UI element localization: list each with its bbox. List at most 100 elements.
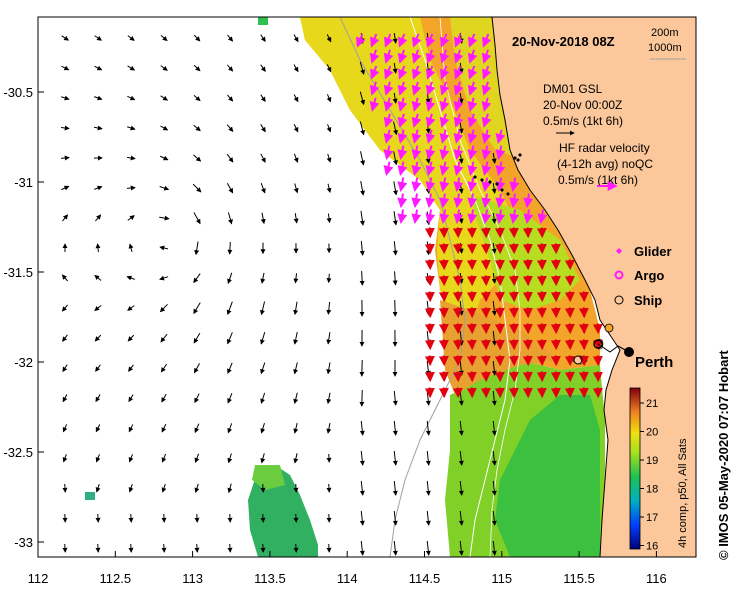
- hf-avg: (4-12h avg) noQC: [557, 157, 653, 171]
- model-arrow: [260, 153, 266, 163]
- hf-arrow: [411, 129, 422, 144]
- hf-arrow: [481, 193, 492, 209]
- y-tick-label: -33: [14, 535, 33, 550]
- hf-arrow: [523, 193, 534, 209]
- model-arrow: [260, 124, 266, 133]
- model-arrow: [293, 183, 299, 194]
- model-arrow: [192, 183, 202, 193]
- model-arrow: [61, 95, 70, 101]
- model-arrow: [326, 213, 332, 224]
- sst-speck-2: [258, 17, 268, 25]
- hf-arrow: [509, 193, 520, 209]
- model-arrow: [293, 213, 299, 224]
- ship-legend-label: Ship: [634, 293, 662, 308]
- model-arrow: [159, 275, 169, 281]
- model-arrow: [227, 423, 233, 434]
- model-arrow: [458, 540, 464, 556]
- hf-arrow: [411, 49, 422, 64]
- model-arrow: [227, 272, 233, 284]
- hf-arrow: [383, 129, 394, 144]
- hf-arrow: [397, 161, 408, 176]
- model-arrow: [326, 483, 332, 493]
- colorbar-label: 4h comp, p50, All Sats: [677, 438, 689, 548]
- hf-arrow: [481, 209, 492, 225]
- hf-arrow: [425, 49, 436, 64]
- model-arrow: [326, 64, 332, 73]
- model-arrow: [95, 243, 101, 253]
- model-arrow: [93, 125, 103, 131]
- model-arrow: [359, 91, 366, 106]
- hf-arrow: [439, 145, 450, 160]
- dm01-time: 20-Nov 00:00Z: [543, 98, 622, 112]
- hf-arrow: [411, 97, 422, 112]
- model-arrow: [260, 362, 266, 375]
- model-arrow: [94, 274, 102, 281]
- model-arrow: [260, 34, 266, 42]
- hf-arrow: [411, 209, 422, 225]
- model-arrow: [392, 390, 398, 406]
- model-arrow: [491, 540, 497, 556]
- hf-arrow: [412, 65, 422, 80]
- model-arrow: [128, 543, 134, 553]
- hf-arrow: [468, 33, 478, 48]
- model-arrow: [293, 543, 299, 553]
- model-arrow: [127, 35, 135, 41]
- hf-arrow: [383, 49, 394, 64]
- model-arrow: [160, 65, 168, 71]
- model-arrow: [458, 510, 464, 526]
- model-arrow: [95, 543, 101, 553]
- contour-key-1000m: 1000m: [648, 42, 682, 54]
- model-arrow: [61, 35, 70, 41]
- model-arrow: [159, 155, 169, 161]
- hf-arrow: [425, 129, 436, 144]
- model-arrow: [62, 334, 68, 342]
- hf-arrow: [426, 65, 436, 80]
- model-arrow: [193, 64, 201, 72]
- hf-arrow: [481, 161, 492, 176]
- hf-arrow: [397, 145, 408, 160]
- model-arrow: [127, 305, 135, 311]
- model-arrow: [95, 513, 101, 523]
- hf-arrow: [481, 177, 492, 193]
- model-arrow: [392, 480, 398, 496]
- model-arrow: [161, 483, 167, 493]
- hf-arrow: [411, 161, 422, 176]
- model-arrow: [194, 543, 200, 553]
- model-arrow: [293, 422, 299, 434]
- hf-arrow: [482, 65, 492, 80]
- x-tick-label: 115: [491, 571, 512, 586]
- model-arrow: [491, 510, 497, 526]
- model-arrow: [194, 241, 200, 256]
- sst-band-south-green: [495, 395, 600, 557]
- model-arrow: [194, 393, 200, 404]
- model-arrow: [128, 394, 134, 403]
- model-arrow: [293, 124, 299, 133]
- model-arrow: [160, 95, 169, 101]
- model-arrow: [293, 392, 299, 405]
- model-arrow: [128, 424, 134, 433]
- model-arrow: [260, 212, 266, 225]
- model-arrow: [326, 94, 332, 103]
- model-arrow: [160, 363, 168, 373]
- glider-point: [516, 158, 520, 162]
- model-arrow: [94, 95, 103, 101]
- model-arrow: [126, 185, 136, 191]
- glider-point: [500, 188, 504, 192]
- hf-arrow: [481, 129, 492, 144]
- model-arrow: [226, 301, 233, 316]
- model-arrow: [359, 540, 365, 556]
- hf-scale: 0.5m/s (1kt 6h): [558, 173, 638, 187]
- x-tick-label: 112: [28, 571, 49, 586]
- model-arrow: [491, 212, 497, 224]
- model-arrow: [293, 301, 299, 316]
- map-title: 20-Nov-2018 08Z: [512, 34, 615, 49]
- glider-point: [506, 192, 510, 196]
- model-arrow: [293, 64, 299, 73]
- hf-arrow: [440, 33, 450, 48]
- glider-point: [488, 180, 492, 184]
- model-arrow: [491, 182, 497, 194]
- model-arrow: [326, 453, 332, 463]
- hf-radar-arrows: [356, 33, 603, 399]
- glider-point: [518, 153, 522, 157]
